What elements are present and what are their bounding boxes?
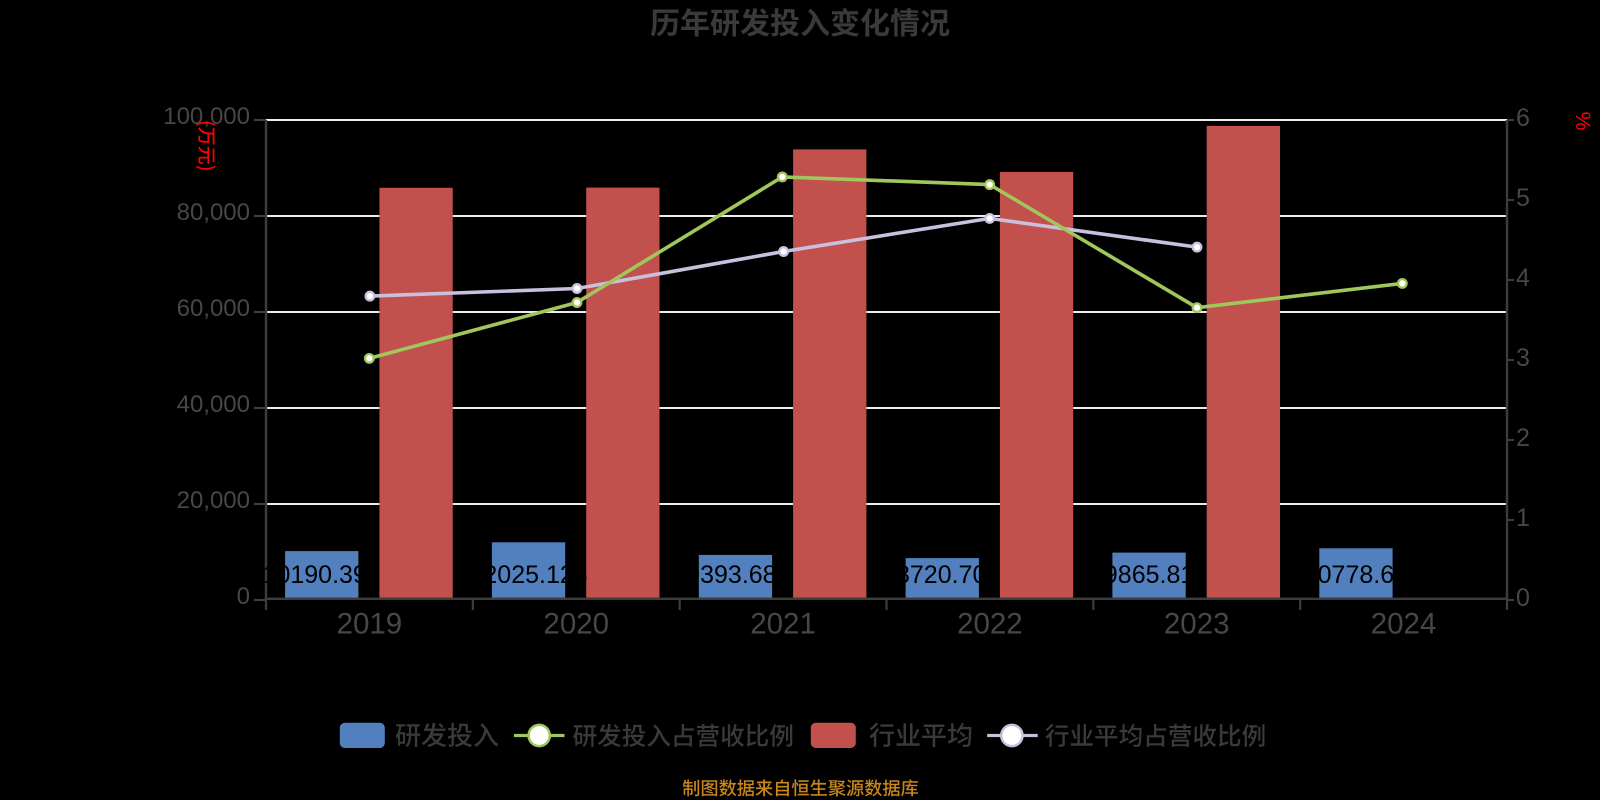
svg-text:10778.66: 10778.66 — [1304, 561, 1408, 589]
svg-text:2022: 2022 — [957, 608, 1023, 641]
svg-text:3: 3 — [1516, 344, 1530, 372]
svg-text:4: 4 — [1516, 264, 1530, 292]
svg-text:20,000: 20,000 — [177, 487, 250, 514]
svg-text:60,000: 60,000 — [177, 295, 250, 322]
svg-text:9393.68: 9393.68 — [686, 561, 776, 589]
svg-text:0: 0 — [237, 583, 250, 610]
svg-text:0: 0 — [1516, 584, 1530, 612]
svg-text:5: 5 — [1516, 184, 1530, 212]
svg-text:2020: 2020 — [543, 608, 609, 641]
svg-text:100,000: 100,000 — [163, 103, 250, 130]
svg-text:2019: 2019 — [337, 608, 403, 641]
svg-text:9865.81: 9865.81 — [1104, 561, 1194, 589]
svg-text:40,000: 40,000 — [177, 391, 250, 418]
svg-text:2023: 2023 — [1164, 608, 1230, 641]
svg-text:80,000: 80,000 — [177, 199, 250, 226]
svg-text:10190.39: 10190.39 — [263, 561, 367, 589]
svg-text:2021: 2021 — [750, 608, 816, 641]
svg-text:1: 1 — [1516, 504, 1530, 532]
svg-text:2024: 2024 — [1371, 608, 1437, 641]
svg-text:%: % — [1571, 111, 1595, 130]
svg-text:6: 6 — [1516, 104, 1530, 132]
svg-text:12025.128: 12025.128 — [470, 561, 588, 589]
svg-text:8720.70: 8720.70 — [896, 561, 986, 589]
svg-text:2: 2 — [1516, 424, 1530, 452]
